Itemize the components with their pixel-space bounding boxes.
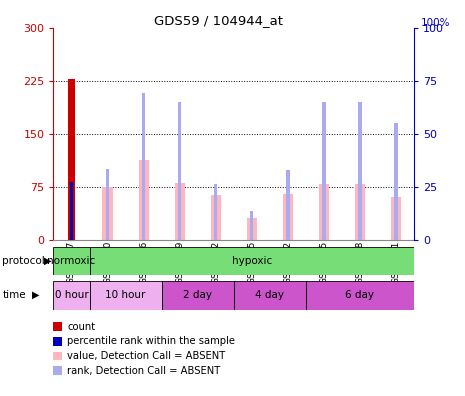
Text: 0 hour: 0 hour <box>54 290 88 301</box>
Bar <box>174 183 185 240</box>
Bar <box>211 195 221 240</box>
Bar <box>246 218 257 240</box>
Bar <box>394 123 398 240</box>
Bar <box>283 194 293 240</box>
Bar <box>70 183 73 240</box>
Bar <box>322 102 326 240</box>
Text: hypoxic: hypoxic <box>232 256 272 266</box>
Text: 10 hour: 10 hour <box>106 290 146 301</box>
Bar <box>162 281 234 310</box>
Text: ▶: ▶ <box>44 255 52 266</box>
Bar <box>358 102 362 240</box>
Bar <box>306 281 414 310</box>
Text: 2 day: 2 day <box>183 290 212 301</box>
Text: rank, Detection Call = ABSENT: rank, Detection Call = ABSENT <box>67 366 221 376</box>
Bar <box>89 281 162 310</box>
Bar <box>142 93 146 240</box>
Text: count: count <box>67 322 95 332</box>
Bar <box>67 78 75 240</box>
Bar <box>139 160 149 240</box>
Text: normoxic: normoxic <box>47 256 96 266</box>
Bar <box>391 197 401 240</box>
Text: time: time <box>2 290 26 300</box>
Text: protocol: protocol <box>2 255 45 266</box>
Text: percentile rank within the sample: percentile rank within the sample <box>67 336 235 346</box>
Bar <box>234 281 306 310</box>
Bar <box>214 184 218 240</box>
Bar <box>355 185 365 240</box>
Text: value, Detection Call = ABSENT: value, Detection Call = ABSENT <box>67 351 226 361</box>
Bar <box>178 102 181 240</box>
Bar <box>250 211 253 240</box>
Bar <box>102 187 113 240</box>
Bar <box>106 169 109 240</box>
Text: 4 day: 4 day <box>255 290 284 301</box>
Bar <box>319 185 329 240</box>
Bar <box>53 281 89 310</box>
Bar <box>53 247 89 275</box>
Bar <box>286 169 290 240</box>
Text: GDS59 / 104944_at: GDS59 / 104944_at <box>154 14 283 27</box>
Text: ▶: ▶ <box>32 290 39 300</box>
Text: 6 day: 6 day <box>345 290 374 301</box>
Text: 100%: 100% <box>421 18 451 28</box>
